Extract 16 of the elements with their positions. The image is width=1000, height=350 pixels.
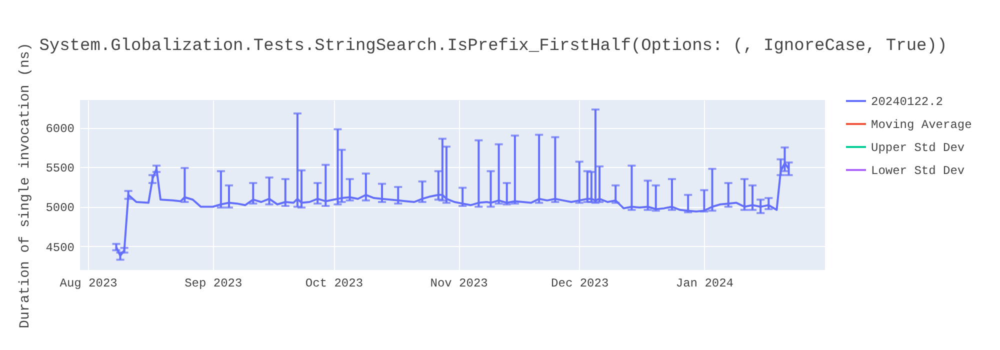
x-tick-label: Dec 2023 (551, 276, 609, 290)
x-tick-label: Sep 2023 (184, 276, 242, 290)
y-tick-label: 5000 (46, 201, 74, 216)
legend-label: Upper Std Dev (871, 141, 965, 155)
y-tick-label: 4500 (46, 240, 74, 255)
x-tick-label: Nov 2023 (430, 276, 488, 290)
legend-label: 20240122.2 (871, 95, 944, 109)
y-axis-title: Duration of single invocation (ns) (18, 42, 34, 328)
x-tick-label: Oct 2023 (305, 276, 364, 290)
legend-label: Lower Std Dev (871, 164, 965, 178)
chart-title: System.Globalization.Tests.StringSearch.IsPrefix_FirstHalf(Options: (, IgnoreCase, True)) (39, 37, 948, 56)
x-tick-label: Aug 2023 (60, 276, 118, 290)
x-tick-label: Jan 2024 (676, 276, 734, 290)
y-tick-label: 6000 (46, 122, 74, 136)
y-tick-label: 5500 (46, 162, 74, 176)
legend-label: Moving Average (871, 118, 972, 132)
